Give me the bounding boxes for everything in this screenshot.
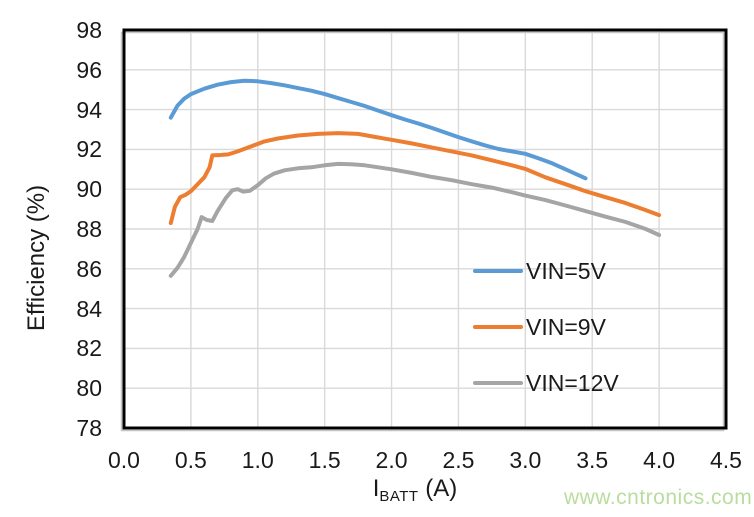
x-tick-label-0.5: 0.5 [174,447,207,473]
legend-label: VIN=9V [526,313,606,340]
legend-line-swatch [473,381,523,385]
chart-legend: VIN=5V VIN=9V VIN=12V [473,257,619,396]
x-axis-title: IBATT (A) [265,475,565,505]
x-axis-title-subscript: BATT [379,488,419,505]
legend-item-vin-5v: VIN=5V [473,257,619,284]
y-tick-label-78: 78 [76,415,102,441]
x-tick-label-2.0: 2.0 [375,447,408,473]
legend-line-swatch [473,269,523,273]
x-tick-label-0.0: 0.0 [108,447,140,473]
legend-line-swatch [473,325,523,329]
x-tick-label-1.0: 1.0 [241,447,274,473]
y-tick-label-82: 82 [76,335,102,362]
series-line-vin-5v [168,78,588,181]
x-axis-title-main: I [372,475,380,502]
series-line-vin-9v [168,131,662,225]
y-tick-label-88: 88 [76,216,102,242]
legend-label: VIN=5V [526,257,606,284]
x-tick-label-2.5: 2.5 [442,447,475,473]
y-tick-label-90: 90 [76,176,102,203]
legend-item-vin-12v: VIN=12V [473,369,619,396]
legend-label: VIN=12V [526,369,619,396]
watermark-text: www.cntronics.com [564,486,753,509]
x-tick-label-3.5: 3.5 [576,447,609,473]
y-tick-label-94: 94 [76,96,102,123]
x-tick-label-1.5: 1.5 [308,447,341,473]
plot-border-shadow [120,31,725,432]
x-axis-title-unit: (A) [418,475,458,502]
y-tick-label-98: 98 [76,17,102,43]
y-tick-label-86: 86 [76,255,102,282]
y-tick-label-84: 84 [76,295,102,322]
y-tick-label-96: 96 [76,56,102,83]
y-tick-label-92: 92 [76,136,102,163]
x-tick-label-4.0: 4.0 [643,447,676,473]
x-tick-label-3.0: 3.0 [509,447,542,473]
x-tick-label-4.5: 4.5 [710,447,742,473]
series-line-vin-12v [168,161,662,278]
y-tick-label-80: 80 [76,375,102,402]
plot-border [122,28,728,430]
legend-item-vin-9v: VIN=9V [473,313,619,340]
